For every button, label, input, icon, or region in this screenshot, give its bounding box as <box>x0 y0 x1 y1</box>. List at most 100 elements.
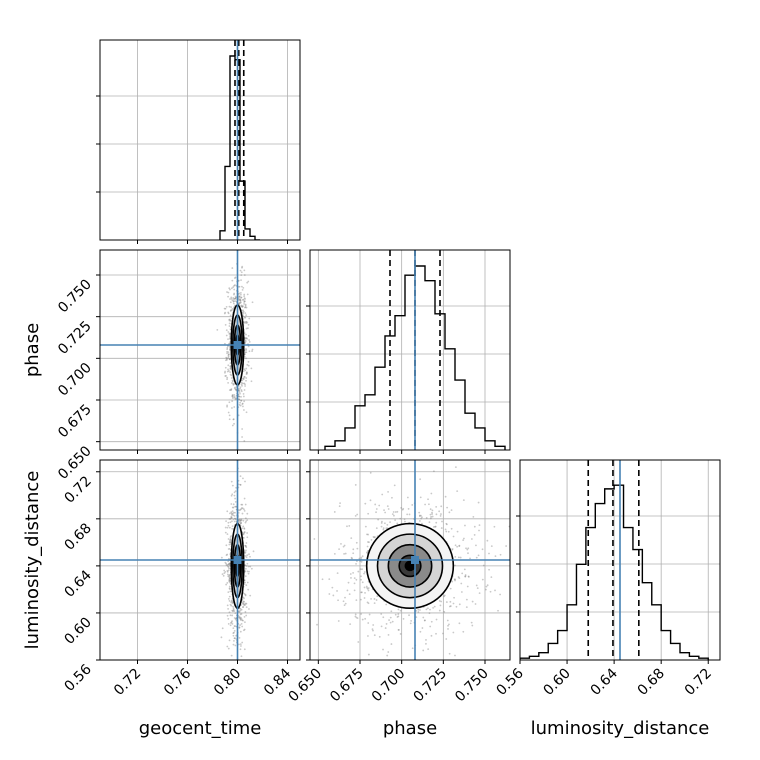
sample-point <box>232 634 235 637</box>
sample-point <box>223 312 226 315</box>
sample-point <box>229 539 231 542</box>
sample-point <box>243 389 246 391</box>
sample-point <box>230 309 233 312</box>
sample-point <box>224 570 227 573</box>
sample-point <box>234 625 237 628</box>
sample-point <box>418 520 421 522</box>
sample-point <box>247 364 250 367</box>
sample-point <box>227 538 230 540</box>
sample-point <box>244 551 247 554</box>
sample-point <box>243 269 246 272</box>
sample-point <box>245 549 247 552</box>
sample-point <box>239 613 242 616</box>
sample-point <box>231 614 234 617</box>
sample-point <box>419 496 422 499</box>
sample-point <box>458 545 461 547</box>
sample-point <box>360 591 363 594</box>
sample-point <box>336 590 338 592</box>
sample-point <box>240 395 242 398</box>
sample-point <box>359 568 362 571</box>
sample-point <box>239 299 242 302</box>
sample-point <box>241 512 244 515</box>
sample-point <box>462 499 465 502</box>
sample-point <box>486 539 489 542</box>
sample-point <box>252 550 255 553</box>
sample-point <box>224 307 227 310</box>
sample-point <box>233 394 236 396</box>
sample-point <box>245 614 248 617</box>
sample-point <box>367 587 370 589</box>
sample-point <box>228 318 231 321</box>
sample-point <box>227 291 230 294</box>
panel-frame <box>309 249 511 451</box>
sample-point <box>244 321 247 323</box>
sample-point <box>224 323 227 326</box>
sample-point <box>241 377 244 380</box>
y-tick-label: 0.60 <box>61 614 94 647</box>
x-tick-label: 0.56 <box>493 665 526 698</box>
sample-point <box>230 494 233 497</box>
sample-point <box>234 397 237 399</box>
sample-point <box>447 530 450 533</box>
sample-point <box>442 632 444 635</box>
sample-point <box>231 510 234 513</box>
sample-point <box>366 586 368 589</box>
sample-point <box>226 346 229 349</box>
sample-point <box>232 503 235 506</box>
sample-point <box>360 578 362 581</box>
sample-point <box>333 511 336 513</box>
sample-point <box>233 631 235 634</box>
sample-point <box>227 368 229 371</box>
sample-point <box>243 295 246 298</box>
sample-point <box>378 635 381 638</box>
sample-point <box>228 358 231 361</box>
x-axis-label-geocent_time: geocent_time <box>139 718 262 739</box>
sample-point <box>422 616 425 619</box>
sample-point <box>350 577 352 579</box>
sample-point <box>225 334 228 337</box>
sample-point <box>230 377 233 379</box>
sample-point <box>344 552 347 555</box>
sample-point <box>228 579 231 582</box>
sample-point <box>227 575 230 578</box>
sample-point <box>427 648 430 651</box>
truth-marker <box>233 556 242 564</box>
sample-point <box>350 537 353 539</box>
sample-point <box>428 521 431 524</box>
sample-point <box>367 589 370 592</box>
sample-point <box>470 538 473 540</box>
sample-point <box>241 306 244 308</box>
sample-point <box>233 637 236 640</box>
sample-point <box>231 397 234 399</box>
sample-point <box>229 536 232 538</box>
sample-point <box>435 521 438 524</box>
sample-point <box>234 296 237 299</box>
sample-point <box>225 357 228 360</box>
sample-point <box>239 648 242 651</box>
sample-point <box>245 314 248 317</box>
sample-point <box>245 349 248 351</box>
sample-point <box>228 401 231 404</box>
histogram-geocent_time <box>219 55 260 240</box>
sample-point <box>227 331 230 333</box>
density-geocent_time-phase <box>216 262 254 442</box>
sample-point <box>435 513 438 516</box>
sample-point <box>224 531 227 534</box>
sample-point <box>237 302 240 305</box>
sample-point <box>216 328 219 331</box>
sample-point <box>393 484 396 487</box>
y-axis-label-luminosity_distance: luminosity_distance <box>22 471 43 650</box>
sample-point <box>244 521 247 524</box>
sample-point <box>360 613 363 615</box>
sample-point <box>240 296 243 299</box>
sample-point <box>243 316 246 319</box>
x-tick-label: 0.80 <box>211 666 244 699</box>
y-tick-label: 0.68 <box>61 520 94 553</box>
sample-point <box>440 600 443 603</box>
sample-point <box>422 649 425 652</box>
sample-point <box>227 563 230 565</box>
sample-point <box>224 375 227 377</box>
sample-point <box>427 607 429 610</box>
sample-point <box>232 511 235 514</box>
sample-point <box>244 306 247 308</box>
